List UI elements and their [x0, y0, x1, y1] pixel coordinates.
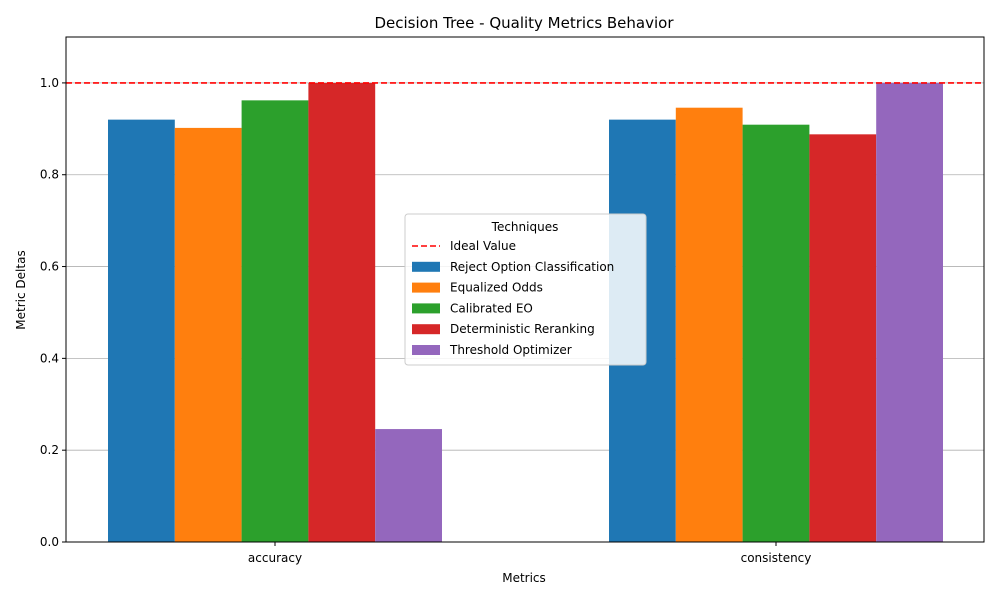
legend-swatch-0: [412, 261, 440, 272]
y-tick-label: 0.0: [40, 535, 59, 549]
legend-swatch-3: [412, 324, 440, 335]
bar-accuracy-1: [174, 127, 242, 543]
legend-label-4: Threshold Optimizer: [449, 343, 572, 357]
legend-label-2: Calibrated EO: [450, 301, 533, 315]
legend-ideal-value-label: Ideal Value: [450, 239, 516, 253]
legend-label-3: Deterministic Reranking: [450, 322, 595, 336]
legend-title: Techniques: [491, 220, 559, 234]
bar-consistency-4: [876, 82, 943, 542]
chart-title: Decision Tree - Quality Metrics Behavior: [374, 14, 674, 32]
y-tick-label: 0.8: [40, 168, 59, 182]
bar-accuracy-3: [308, 82, 376, 542]
bar-consistency-3: [809, 134, 877, 542]
legend-label-0: Reject Option Classification: [450, 260, 614, 274]
legend-items: Ideal Value Reject Option Classification E…: [412, 239, 614, 357]
legend: Techniques Ideal Value Reject Option Clas…: [404, 213, 647, 366]
legend-box: [404, 213, 647, 366]
bar-accuracy-4: [375, 429, 442, 542]
legend-swatch-1: [412, 282, 440, 293]
bar-consistency-1: [675, 107, 743, 542]
y-axis-label: Metric Deltas: [14, 250, 28, 329]
bar-accuracy-2: [241, 100, 309, 542]
x-tick-label: consistency: [741, 551, 812, 565]
y-tick-label: 1.0: [40, 76, 59, 90]
plot-frame: [65, 36, 985, 543]
x-tick-label: accuracy: [248, 551, 302, 565]
x-axis: accuracy consistency: [248, 542, 811, 565]
y-tick-label: 0.4: [40, 351, 59, 365]
legend-label-1: Equalized Odds: [450, 281, 543, 295]
bar-accuracy-0: [108, 119, 175, 543]
y-axis: 0.0 0.2 0.4 0.6 0.8 1.0: [40, 76, 66, 549]
y-tick-label: 0.2: [40, 443, 59, 457]
legend-swatch-2: [412, 303, 440, 314]
y-tick-label: 0.6: [40, 260, 59, 274]
bar-consistency-2: [742, 124, 810, 542]
legend-swatch-4: [412, 345, 440, 355]
x-axis-label: Metrics: [502, 571, 546, 585]
